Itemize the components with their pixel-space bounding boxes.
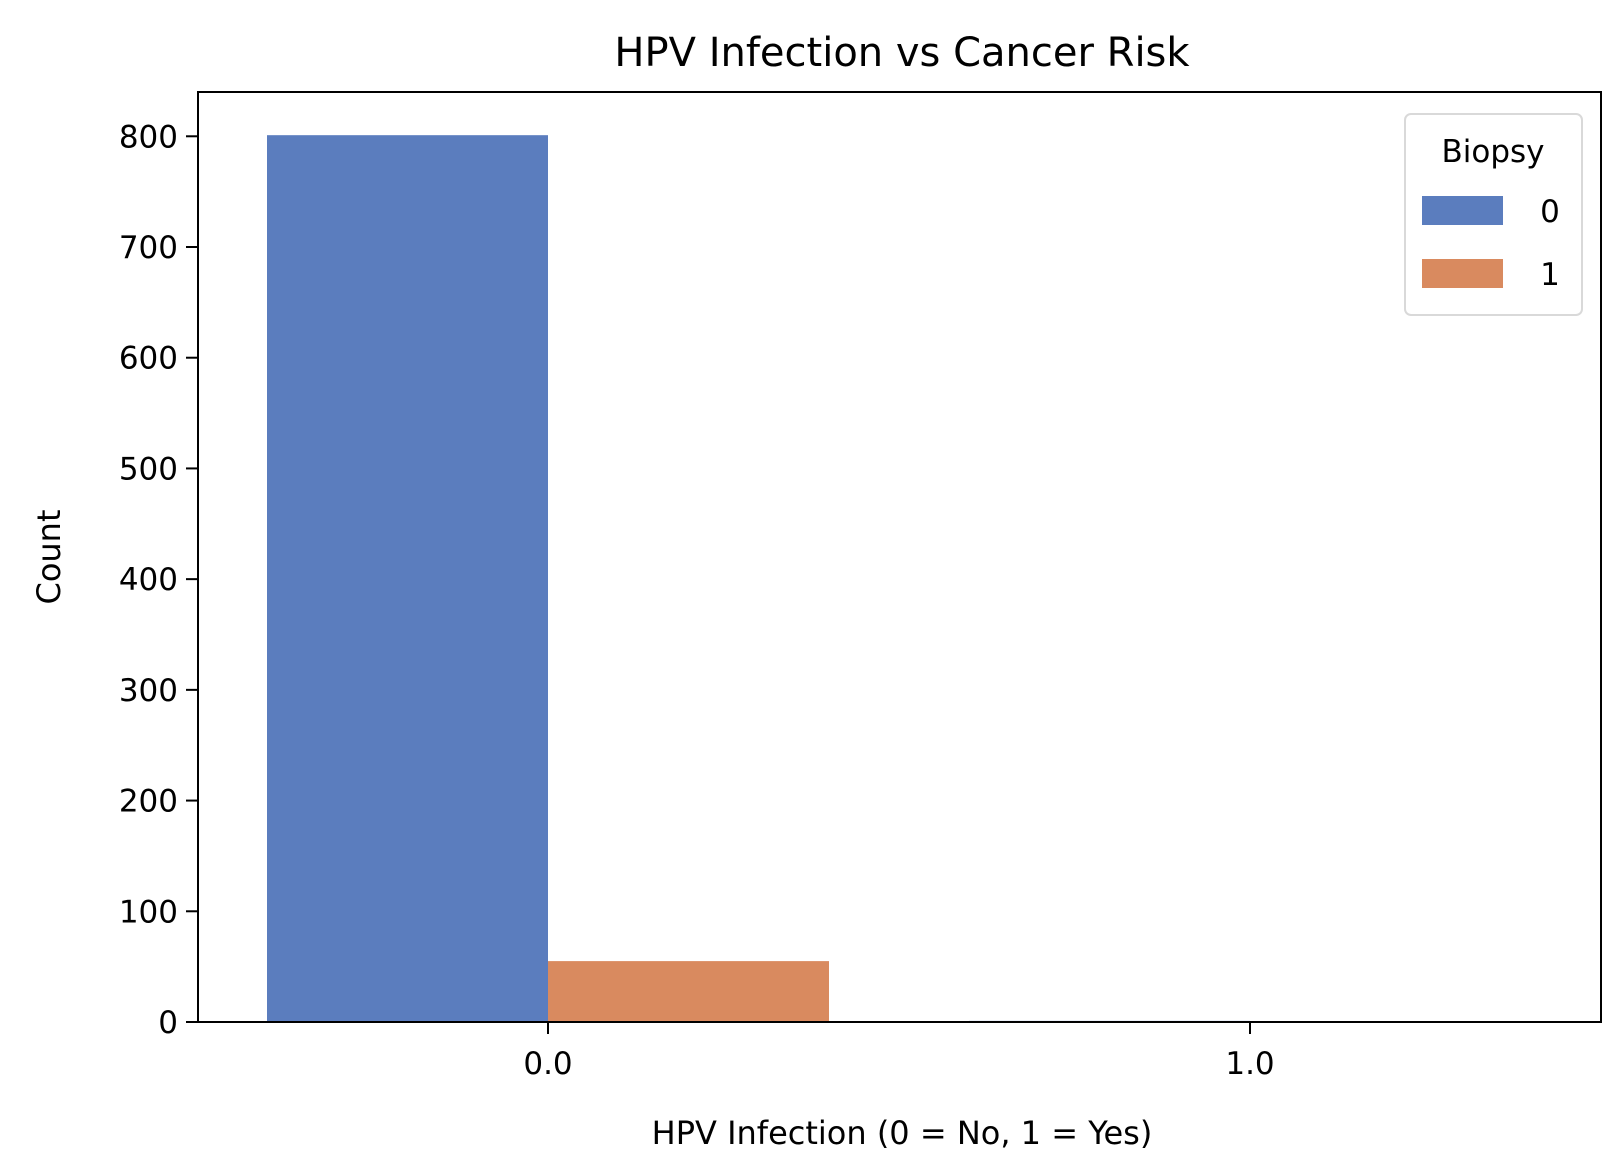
y-tick-label: 100 (119, 894, 178, 930)
bar-biopsy-0-hpv-0.0 (267, 135, 548, 1022)
legend-title: Biopsy (1441, 134, 1544, 170)
legend-label-0: 0 (1540, 194, 1560, 230)
legend-items: 01 (1422, 194, 1560, 293)
bar-biopsy-1-hpv-0.0 (548, 961, 829, 1022)
y-tick-label: 0 (158, 1005, 178, 1041)
plot-frame (197, 91, 1602, 1023)
chart-title: HPV Infection vs Cancer Risk (614, 30, 1190, 76)
bars (267, 135, 1250, 1022)
legend-swatch-0 (1422, 196, 1503, 225)
y-tick-label: 800 (119, 119, 178, 155)
x-tick-label: 0.0 (523, 1046, 572, 1082)
x-tick-label: 1.0 (1225, 1046, 1274, 1082)
legend-swatch-1 (1422, 259, 1503, 288)
y-tick-label: 500 (119, 451, 178, 487)
y-tick-label: 200 (119, 784, 178, 820)
y-tick-label: 400 (119, 562, 178, 598)
y-tick-label: 600 (119, 341, 178, 377)
y-axis-ticks: 0 100 200 300 400 500 600 700 800 (119, 119, 198, 1041)
x-axis-label: HPV Infection (0 = No, 1 = Yes) (652, 1114, 1153, 1152)
x-axis-ticks: 0.0 1.0 (523, 1022, 1275, 1082)
legend-label-1: 1 (1540, 257, 1560, 293)
y-tick-label: 300 (119, 673, 178, 709)
legend: Biopsy 01 (1404, 113, 1583, 316)
y-tick-label: 700 (119, 230, 178, 266)
y-axis-label: Count (30, 509, 68, 604)
